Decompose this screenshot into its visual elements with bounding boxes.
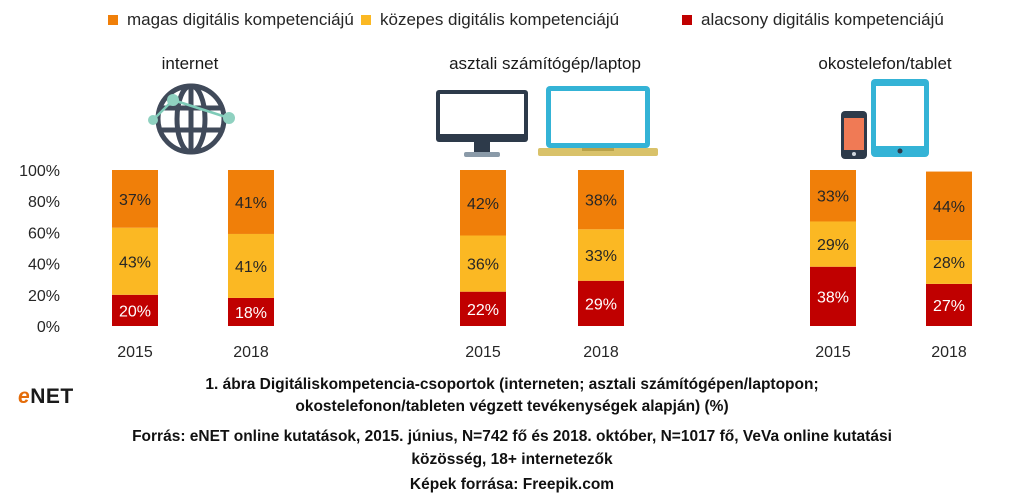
- enet-logo-text: NET: [30, 385, 74, 408]
- legend-label-medium: közepes digitális kompetenciájú: [380, 10, 620, 29]
- group-title-smartphone-tablet: okostelefon/tablet: [818, 54, 952, 73]
- y-tick-label: 60%: [28, 225, 60, 242]
- legend-swatch-medium: [361, 15, 371, 25]
- bar-segment: [460, 170, 506, 236]
- x-tick-label: 2018: [931, 344, 967, 361]
- bar-data-label: 18%: [235, 305, 267, 322]
- source-note-line-2: közösség, 18+ internetezők: [411, 451, 613, 468]
- x-tick-label: 2015: [815, 344, 851, 361]
- bar-data-label: 42%: [467, 196, 499, 213]
- bar-data-label: 41%: [235, 195, 267, 212]
- y-tick-label: 40%: [28, 257, 60, 274]
- bar-segment: [460, 235, 506, 292]
- image-source-note: Képek forrása: Freepik.com: [409, 476, 615, 493]
- y-tick-label: 100%: [19, 163, 60, 180]
- bar-segment: [810, 266, 856, 326]
- bar-data-label: 33%: [585, 248, 617, 265]
- legend-swatch-high: [108, 15, 118, 25]
- bar-segment: [810, 221, 856, 267]
- bar-segment: [578, 280, 624, 326]
- legend-item-low: alacsony digitális kompetenciájú: [682, 10, 944, 30]
- bar-data-label: 38%: [817, 289, 849, 306]
- legend-label-low: alacsony digitális kompetenciájú: [701, 10, 944, 29]
- bar-segment: [228, 297, 274, 326]
- chart-legend: magas digitális kompetenciájú közepes di…: [0, 10, 1024, 34]
- figure-caption-line-1: 1. ábra Digitáliskompetencia-csoportok (…: [205, 376, 819, 393]
- bar-data-label: 29%: [585, 296, 617, 313]
- bar-data-label: 41%: [235, 259, 267, 276]
- y-tick-label: 20%: [28, 288, 60, 305]
- legend-swatch-low: [682, 15, 692, 25]
- bar-data-label: 44%: [933, 199, 965, 216]
- bar-segment: [112, 294, 158, 326]
- tablet-icon: [871, 79, 929, 157]
- laptop-icon: [538, 86, 658, 156]
- bar-data-label: 20%: [119, 303, 151, 320]
- stacked-bar-chart: 0% 20% 40% 60% 80% 100% 20% 43% 37% 2015 18% 41% 41%…: [19, 163, 972, 361]
- bar-data-label: 43%: [119, 254, 151, 271]
- bar-data-label: 33%: [817, 189, 849, 206]
- bar-segment: [112, 170, 158, 228]
- bar-segment: [460, 291, 506, 326]
- bar-segment: [810, 170, 856, 222]
- bar-data-label: 28%: [933, 255, 965, 272]
- bar-data-label: 38%: [585, 193, 617, 210]
- bar-segment: [926, 171, 972, 241]
- bar-data-label: 27%: [933, 298, 965, 315]
- bar-segment: [228, 233, 274, 298]
- bar-segment: [578, 170, 624, 230]
- legend-label-high: magas digitális kompetenciájú: [127, 10, 354, 29]
- bar-data-label: 37%: [119, 192, 151, 209]
- group-title-internet: internet: [161, 54, 219, 73]
- bar-segment: [112, 227, 158, 295]
- bar-data-label: 29%: [817, 237, 849, 254]
- desktop-monitor-icon: [436, 90, 528, 157]
- bar-segment: [926, 283, 972, 326]
- source-note-line-1: Forrás: eNET online kutatások, 2015. jún…: [132, 428, 892, 445]
- figure-caption-line-2: okostelefonon/tableten végzett tevékenys…: [295, 398, 729, 415]
- bar-segment: [228, 170, 274, 234]
- bar-data-label: 36%: [467, 257, 499, 274]
- x-tick-label: 2015: [465, 344, 501, 361]
- legend-item-medium: közepes digitális kompetenciájú: [361, 10, 619, 30]
- y-tick-label: 80%: [28, 194, 60, 211]
- group-title-desktop-laptop: asztali számítógép/laptop: [449, 54, 641, 73]
- bar-data-label: 22%: [467, 302, 499, 319]
- y-tick-label: 0%: [37, 319, 60, 336]
- enet-logo: eNET: [18, 385, 74, 409]
- x-tick-label: 2015: [117, 344, 153, 361]
- bar-segment: [578, 229, 624, 281]
- smartphone-icon: [841, 111, 867, 159]
- bar-segment: [926, 240, 972, 284]
- globe-network-icon: [148, 83, 235, 155]
- enet-logo-e: e: [18, 385, 31, 408]
- legend-item-high: magas digitális kompetenciájú: [108, 10, 354, 30]
- x-tick-label: 2018: [233, 344, 269, 361]
- x-tick-label: 2018: [583, 344, 619, 361]
